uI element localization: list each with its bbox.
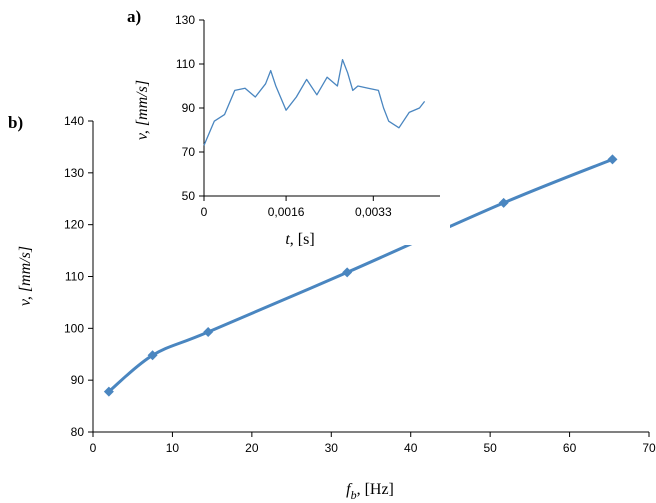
main-data-point [498, 197, 509, 208]
inset-x-label-symbol: t [285, 231, 290, 248]
inset-series [203, 58, 426, 146]
main-x-tick-label: 70 [642, 441, 656, 455]
main-y-axis-label: v, [mm/s] [17, 246, 34, 306]
inset-y-tick-label: 90 [182, 101, 196, 115]
inset-chart: a) 50 70 90 110 130 0 0,0016 0,0033 v, [mm/s] t… [127, 5, 450, 248]
main-data-point [147, 350, 158, 361]
inset-y-tick-label: 70 [182, 145, 196, 159]
inset-background [150, 5, 450, 245]
main-x-tick-label: 0 [90, 441, 97, 455]
inset-x-axis-label: t, [s] [285, 231, 314, 248]
main-x-tick-label: 50 [483, 441, 497, 455]
inset-series-line [203, 58, 426, 146]
main-x-label-symbol: f [346, 481, 353, 498]
main-x-tick-label: 20 [245, 441, 259, 455]
main-chart: b) 80 90 100 110 120 130 140 0 10 20 30 40 50 60 70 v,… [8, 113, 656, 502]
main-x-tick-label: 30 [325, 441, 339, 455]
inset-y-tick-label: 50 [182, 189, 196, 203]
inset-x-tick-label: 0,0016 [268, 205, 305, 219]
main-y-tick-label: 100 [64, 321, 84, 335]
main-y-tick-label: 130 [64, 166, 84, 180]
main-x-label-sub: b [351, 488, 357, 502]
main-x-tick-label: 40 [404, 441, 418, 455]
main-y-tick-label: 110 [65, 270, 84, 284]
main-x-axis-label: fb, [Hz] [346, 481, 394, 502]
main-x-tick-label: 60 [563, 441, 577, 455]
main-data-point [103, 386, 114, 397]
inset-x-tick-label: 0,0033 [355, 205, 392, 219]
inset-y-axis-label: v, [mm/s] [134, 80, 151, 140]
panel-label-a: a) [127, 7, 141, 26]
main-data-point [607, 154, 618, 165]
main-y-tick-label: 120 [64, 218, 84, 232]
inset-ticks: 50 70 90 110 130 0 0,0016 0,0033 [175, 13, 392, 219]
main-x-tick-label: 10 [166, 441, 180, 455]
panel-label-b: b) [8, 113, 23, 132]
main-data-point [203, 326, 214, 337]
inset-y-tick-label: 130 [175, 13, 195, 27]
main-y-tick-label: 140 [64, 114, 84, 128]
main-ticks: 80 90 100 110 120 130 140 0 10 20 30 40 50 60 70 [64, 114, 656, 455]
inset-x-tick-label: 0 [201, 205, 208, 219]
inset-y-tick-label: 110 [176, 57, 195, 71]
main-data-point [342, 267, 353, 278]
main-series [103, 154, 618, 397]
inset-x-label-unit: , [s] [290, 231, 315, 248]
main-y-tick-label: 90 [71, 373, 85, 387]
main-x-label-unit: , [Hz] [357, 481, 394, 498]
main-y-tick-label: 80 [71, 425, 85, 439]
